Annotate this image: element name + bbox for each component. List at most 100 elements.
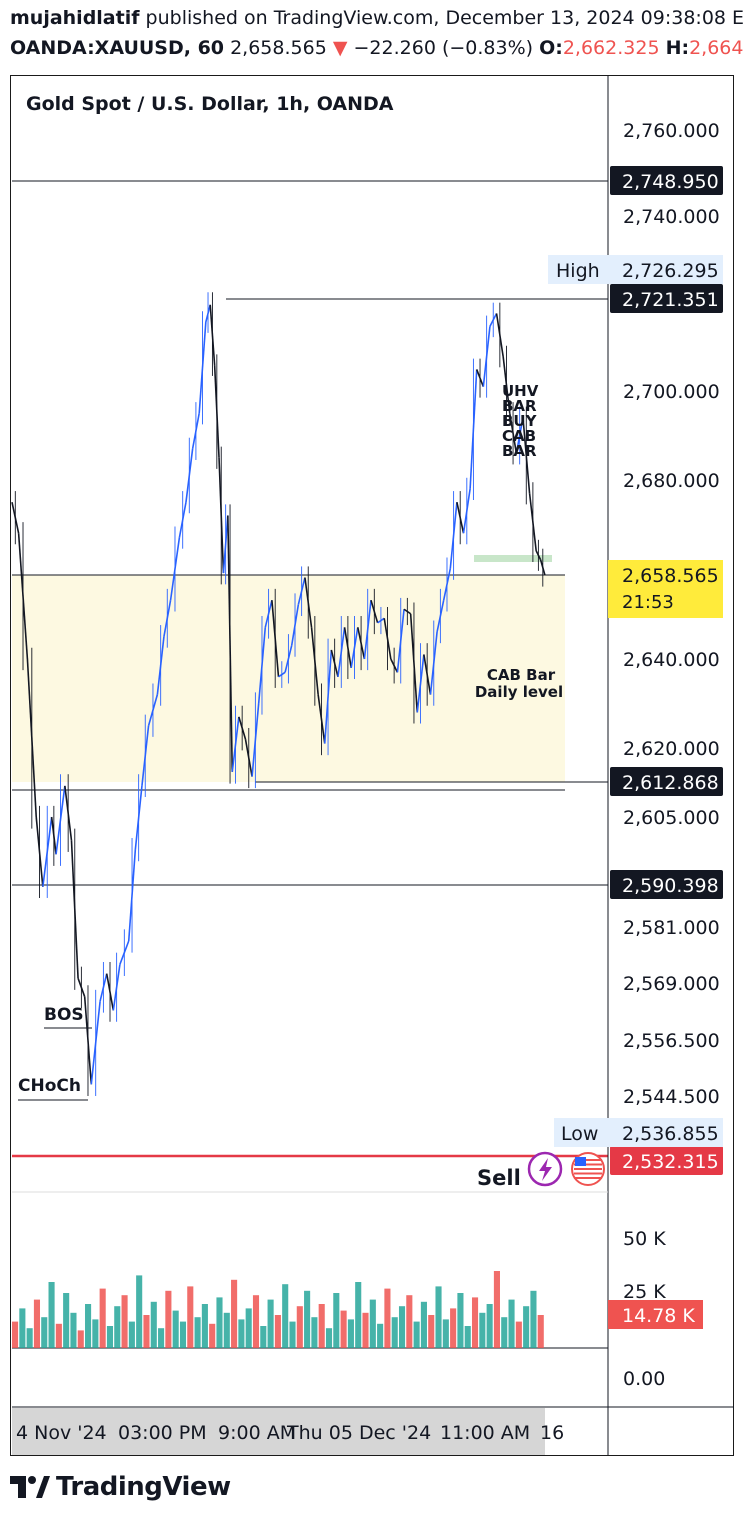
x-tick-label: 16: [540, 1422, 564, 1444]
zone-bottom-tag-bg: [610, 767, 723, 796]
volume-bar: [99, 1288, 106, 1348]
lightning-bolt-icon: [539, 1158, 552, 1181]
y-tick-label: 2,569.000: [623, 973, 720, 995]
y-tick-label: 2,680.000: [623, 470, 720, 492]
volume-bar: [464, 1326, 471, 1348]
high-level-tag-bg: [610, 284, 723, 313]
y-tick-label: 2,556.500: [623, 1030, 720, 1052]
low-label: Low: [561, 1123, 598, 1145]
volume-bar: [121, 1295, 128, 1348]
low-value: 2,536.855: [622, 1123, 719, 1145]
volume-bar: [106, 1326, 114, 1348]
volume-bar: [537, 1315, 544, 1348]
volume-bar: [55, 1323, 62, 1348]
volume-bar: [435, 1286, 442, 1348]
top-level-tag-bg: [610, 166, 723, 195]
volume-bar: [333, 1293, 340, 1348]
chart-title: Gold Spot / U.S. Dollar, 1h, OANDA: [26, 93, 394, 115]
lower-level-tag: 2,590.398: [622, 875, 719, 897]
volume-bar: [19, 1308, 26, 1348]
zone-bottom-tag: 2,612.868: [622, 772, 719, 794]
volume-bar: [369, 1299, 376, 1348]
y-tick-label: 2,605.000: [623, 807, 720, 829]
high-label: High: [556, 260, 600, 282]
volume-bar: [428, 1315, 435, 1348]
volume-tick-label: 50 K: [623, 1228, 666, 1250]
y-tick-label: 2,640.000: [623, 649, 720, 671]
candle-countdown: 21:53: [622, 592, 674, 613]
volume-bar: [515, 1321, 522, 1348]
volume-current: 14.78 K: [622, 1305, 695, 1327]
volume-bar: [48, 1282, 55, 1348]
volume-bar: [194, 1317, 201, 1348]
volume-bar: [201, 1304, 208, 1348]
volume-bar: [355, 1282, 362, 1348]
volume-bar: [384, 1288, 391, 1348]
x-tick-label: 11:00 AM: [440, 1422, 530, 1444]
volume-bar: [63, 1293, 70, 1348]
volume-bar: [143, 1315, 150, 1348]
y-tick-label: 2,620.000: [623, 738, 720, 760]
time-axis-highlight: [12, 1408, 545, 1455]
y-tick-label: 2,700.000: [623, 381, 720, 403]
volume-bar: [136, 1275, 143, 1348]
volume-bar: [92, 1319, 99, 1348]
volume-bar: [165, 1290, 172, 1348]
lower-level-tag-bg: [610, 870, 723, 899]
open-label: O:: [539, 37, 563, 59]
volume-bar: [216, 1297, 223, 1348]
volume-bar: [391, 1317, 398, 1348]
volume-bar: [530, 1290, 537, 1348]
current-price-tag-bg: [608, 560, 723, 618]
y-tick-label: 2,760.000: [623, 120, 720, 142]
high-value-header: 2,664: [689, 37, 744, 59]
choch-label: CHoCh: [18, 1076, 81, 1096]
volume-bar: [172, 1310, 179, 1348]
red-level-tag-bg: [610, 1146, 723, 1175]
uhv-label: BAR: [502, 442, 537, 460]
uhv-label: UHV: [502, 382, 539, 400]
x-tick-label: 03:00 PM: [118, 1422, 207, 1444]
volume-bar: [479, 1312, 486, 1348]
published-text: published on TradingView.com, December 1…: [145, 7, 745, 29]
volume-bar: [70, 1312, 77, 1348]
tradingview-logo[interactable]: TradingView: [10, 1472, 231, 1502]
top-level-tag: 2,748.950: [622, 171, 719, 193]
price-change: −22.260 (−0.83%): [353, 37, 534, 59]
volume-bar: [252, 1295, 260, 1348]
volume-bar: [523, 1306, 530, 1348]
volume-bar: [311, 1317, 318, 1348]
volume-bar: [209, 1323, 216, 1348]
volume-bar: [41, 1317, 48, 1348]
current-price-tag: 2,658.565: [622, 565, 719, 587]
low-label-bg: [554, 1118, 723, 1147]
volume-bar: [12, 1321, 19, 1348]
volume-bar: [26, 1328, 33, 1348]
publish-info: mujahidlatif published on TradingView.co…: [10, 7, 744, 29]
last-price: 2,658.565: [230, 37, 327, 59]
volume-bar: [420, 1301, 427, 1348]
y-tick-label: 2,581.000: [623, 917, 720, 939]
high-label-header: H:: [665, 37, 690, 59]
symbol-name: OANDA:XAUUSD, 60: [10, 37, 225, 59]
uhv-label: CAB: [502, 427, 536, 445]
volume-bar: [442, 1319, 449, 1348]
red-level-tag: 2,532.315: [622, 1151, 719, 1173]
volume-bar: [501, 1317, 508, 1348]
down-arrow-icon: ▼: [332, 37, 348, 59]
symbol-info: OANDA:XAUUSD, 60 2,658.565 ▼ −22.260 (−0…: [10, 37, 744, 59]
volume-bar: [398, 1306, 406, 1348]
volume-bar: [508, 1299, 515, 1348]
volume-bar: [179, 1321, 187, 1348]
volume-bar: [260, 1326, 267, 1348]
volume-bar: [274, 1315, 281, 1348]
high-value: 2,726.295: [622, 260, 719, 282]
volume-bar: [471, 1297, 479, 1348]
volume-bar: [223, 1312, 230, 1348]
volume-bar: [77, 1330, 84, 1348]
volume-bar: [158, 1328, 165, 1348]
us-flag-canton: [575, 1157, 586, 1166]
volume-current-bg: [608, 1300, 703, 1329]
sell-label: Sell: [477, 1166, 521, 1190]
